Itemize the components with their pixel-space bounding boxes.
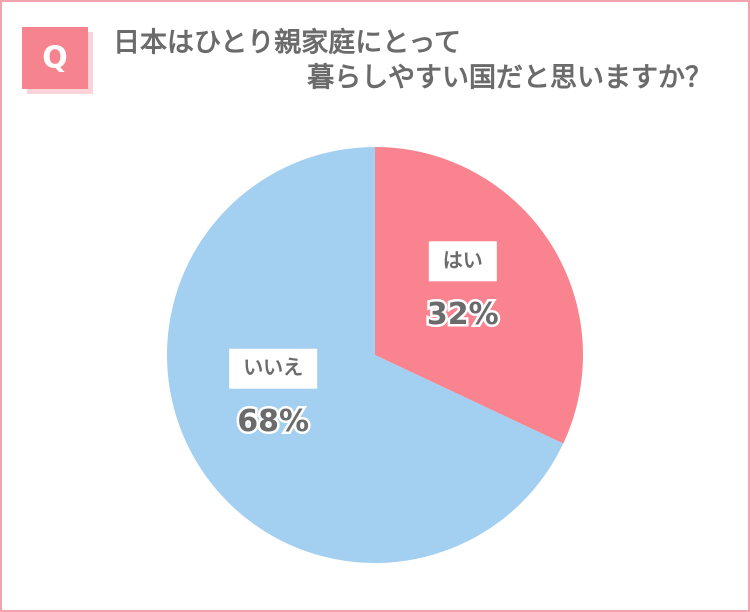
slice-label: いいえ [243,355,303,379]
badge [22,27,88,89]
label-box [428,241,497,282]
pie-slice [167,147,564,564]
label-box [229,348,318,389]
slice-label: はい [443,248,483,272]
chart-title: 暮らしやすい国だと思いますか？ [307,63,712,94]
pie-slice [375,147,584,444]
badge-text: Q [42,41,68,76]
chart-title: 日本はひとり親家庭にとって [113,27,461,59]
value-label: 68% [237,404,309,439]
value-label: 32% [427,297,499,332]
